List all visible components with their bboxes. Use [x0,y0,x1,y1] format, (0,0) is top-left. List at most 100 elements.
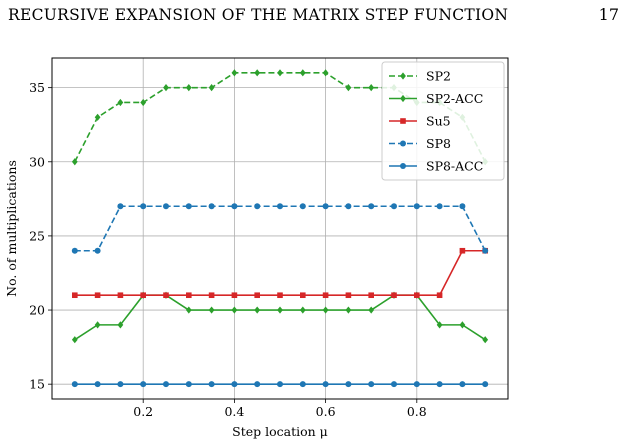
data-point-sp8-acc [231,381,238,388]
data-point-sp8-acc [299,381,306,388]
data-point-sp2 [94,113,101,121]
data-point-su5 [345,292,352,299]
plot-frame [51,57,509,400]
running-head: RECURSIVE EXPANSION OF THE MATRIX STEP F… [8,6,509,24]
data-point-su5 [436,292,443,299]
data-point-sp2-acc [482,336,489,344]
data-point-sp8 [482,247,489,254]
data-point-sp2-acc [231,306,238,314]
data-point-sp8-acc [345,381,352,388]
data-point-sp8 [231,203,238,210]
data-point-sp2-acc [436,321,443,329]
data-point-sp8 [71,247,78,254]
data-point-sp8 [208,203,215,210]
legend-label-su5: Su5 [426,114,451,129]
data-point-sp2-acc [345,306,352,314]
y-tick-label: 15 [29,377,45,392]
data-point-sp8 [368,203,375,210]
y-tick-label: 30 [29,154,45,169]
data-point-su5 [277,292,283,299]
data-point-su5 [368,292,374,299]
data-point-su5 [231,292,238,299]
x-tick-label: 0.2 [133,404,153,419]
data-point-sp2 [117,98,124,107]
data-point-sp2 [163,84,169,92]
data-point-sp8-acc [94,381,101,388]
data-point-sp8 [163,203,169,210]
data-point-sp2 [71,158,78,166]
data-point-sp8-acc [368,381,375,388]
legend-marker-sp8-acc [400,163,406,169]
y-tick-label: 20 [29,303,45,318]
legend-box [381,61,505,181]
data-point-sp8-acc [208,381,215,388]
data-point-su5 [414,292,420,299]
data-point-sp2 [277,69,283,77]
data-point-sp2 [322,69,329,77]
data-point-sp2 [208,84,215,92]
legend-marker-sp8 [400,140,406,147]
data-point-sp8 [277,203,283,210]
data-point-sp2-acc [368,306,375,314]
data-point-sp2-acc [94,321,101,329]
data-point-sp2-acc [459,321,466,329]
legend-label-sp2: SP2 [426,69,451,84]
data-point-sp8-acc [436,381,443,388]
data-point-sp2-acc [71,336,78,344]
data-point-sp8 [117,203,124,210]
y-tick-label: 25 [29,228,45,243]
data-point-sp2-acc [185,306,192,314]
data-point-sp2 [345,84,352,92]
data-point-sp2 [140,98,147,107]
data-point-su5 [391,292,397,299]
y-axis-label: No. of multiplications [4,160,19,297]
data-point-su5 [254,292,260,299]
data-point-sp2 [299,69,306,77]
series-sp8-acc [71,381,489,388]
legend-marker-sp2 [400,72,406,80]
series-line-su5 [74,249,486,297]
data-point-sp8 [254,203,261,210]
page-number: 17 [598,5,619,24]
data-point-sp8 [140,203,147,210]
legend-marker-su5 [400,118,406,124]
data-point-sp2-acc [208,306,215,314]
data-point-sp8-acc [117,381,124,388]
data-point-sp8-acc [277,381,283,388]
data-point-su5 [208,292,215,299]
data-point-sp8-acc [482,381,489,388]
data-point-sp8-acc [413,381,420,388]
data-point-sp8-acc [163,381,169,388]
data-point-sp8 [345,203,352,210]
data-point-sp2 [254,69,261,77]
data-point-su5 [117,292,124,299]
data-point-sp2-acc [277,306,283,314]
page-header: RECURSIVE EXPANSION OF THE MATRIX STEP F… [0,0,633,40]
data-point-sp2 [185,84,192,92]
data-point-sp8-acc [140,381,147,388]
data-point-su5 [459,247,466,254]
data-point-su5 [186,292,192,299]
data-point-sp2-acc [299,306,306,314]
data-point-sp8-acc [459,381,466,388]
x-tick-label: 0.6 [316,404,336,419]
data-point-su5 [72,292,78,299]
series-sp2-acc [71,291,489,344]
data-point-sp8-acc [71,381,78,388]
data-point-sp8 [94,247,101,254]
series-line-sp8 [74,205,486,252]
legend-label-sp2-acc: SP2-ACC [426,91,483,106]
data-point-su5 [140,292,146,299]
data-point-sp2-acc [254,306,261,314]
data-point-sp8 [299,203,306,210]
data-point-sp8 [185,203,192,210]
data-point-su5 [163,292,169,299]
x-axis-label: Step location μ [232,424,328,439]
data-point-sp2-acc [117,321,124,329]
data-point-sp2-acc [322,306,329,314]
data-point-sp8 [391,203,397,210]
x-tick-label: 0.4 [224,404,244,419]
data-point-sp8 [413,203,420,210]
data-point-su5 [94,292,101,299]
x-tick-label: 0.8 [407,404,427,419]
